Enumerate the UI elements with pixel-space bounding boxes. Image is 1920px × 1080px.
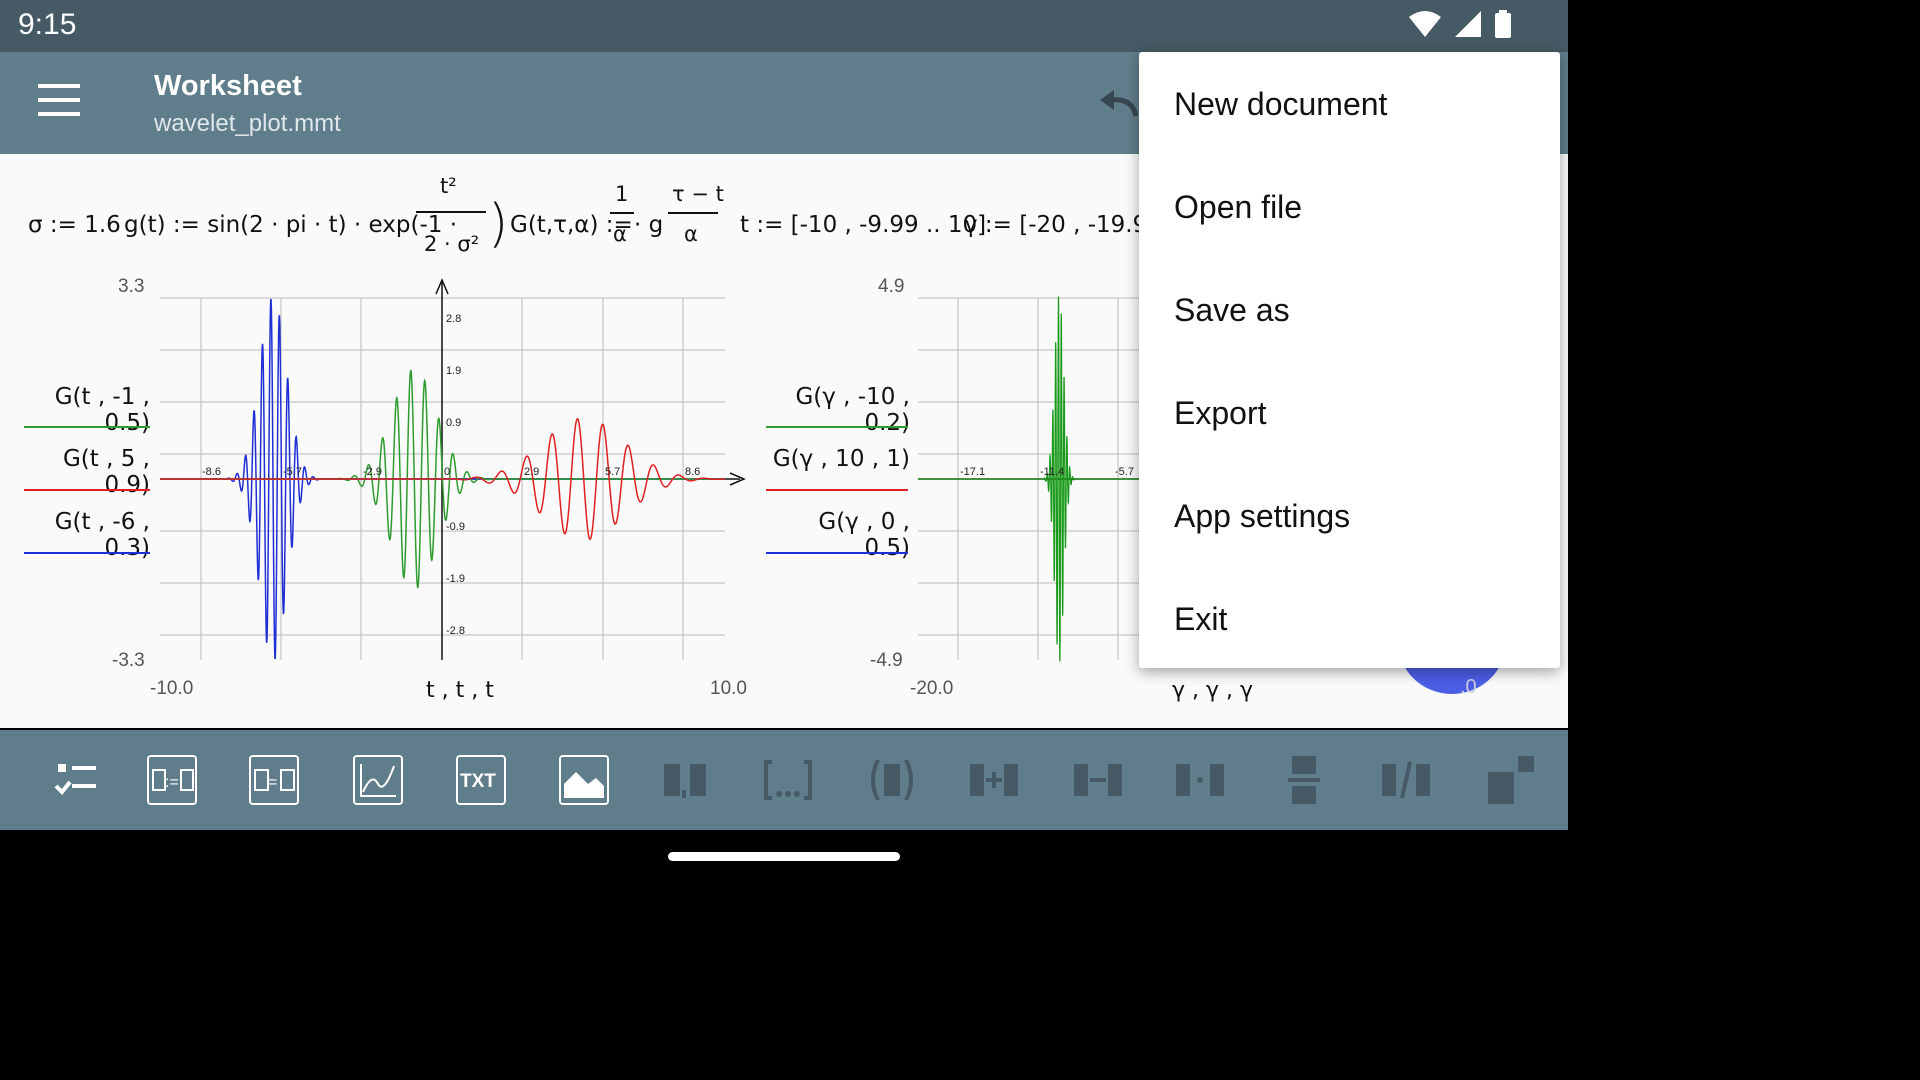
- power-icon[interactable]: [1486, 754, 1538, 806]
- page-title: Worksheet: [154, 70, 302, 102]
- legend-swatch: [766, 489, 908, 491]
- text-icon[interactable]: TXT: [455, 754, 507, 806]
- series-green: [918, 296, 1148, 662]
- legend-item: G(γ , 0 , 0.5): [818, 509, 910, 561]
- plot2-canvas: -17.1 -11.4 -5.7: [918, 296, 1148, 662]
- tick-x: -5.7: [283, 466, 302, 478]
- t-definition[interactable]: t := [-10 , -9.99 .. 10]: [740, 212, 987, 238]
- plot1-xlabel: t , t , t: [426, 678, 494, 703]
- legend-swatch: [24, 426, 150, 428]
- status-icons: [1408, 10, 1512, 38]
- series-red: [160, 417, 726, 541]
- menu-item-open-file[interactable]: Open file: [1174, 189, 1303, 225]
- legend-item: G(t , -1 , 0.5): [54, 384, 150, 436]
- plot2-xlabel: γ , γ , γ: [1172, 678, 1254, 703]
- legend-swatch: [24, 552, 150, 554]
- file-name: wavelet_plot.mmt: [154, 110, 341, 137]
- fraction-bar: [668, 212, 718, 214]
- navigation-bar: [0, 830, 1568, 882]
- tick-y: 1.9: [446, 365, 461, 377]
- tick-x: -5.7: [1115, 466, 1134, 478]
- status-time: 9:15: [18, 8, 77, 41]
- tick-y: 0.9: [446, 417, 461, 429]
- legend-item: G(t , 5 , 0.9): [62, 446, 150, 498]
- plus-icon[interactable]: [968, 754, 1020, 806]
- tick-x: -8.6: [202, 466, 221, 478]
- signal-icon: [1455, 11, 1481, 37]
- tick-x: 5.7: [605, 466, 620, 478]
- G-frac1-den: α: [613, 222, 627, 246]
- plot1-ymax: 3.3: [118, 276, 145, 297]
- g-denominator: 2 · σ²: [424, 232, 480, 256]
- equation-define-icon[interactable]: :=: [146, 754, 198, 806]
- svg-text:TXT: TXT: [460, 771, 496, 792]
- tick-x: 2.9: [524, 466, 539, 478]
- plot2-ymin: -4.9: [870, 650, 903, 671]
- dot-icon[interactable]: [1174, 754, 1226, 806]
- menu-item-export[interactable]: Export: [1174, 395, 1267, 431]
- battery-icon: [1495, 10, 1511, 38]
- sigma-definition[interactable]: σ := 1.6: [28, 212, 121, 238]
- close-paren: ): [488, 194, 509, 254]
- tick-x: -17.1: [960, 466, 985, 478]
- legend-swatch: [24, 489, 150, 491]
- status-bar: 9:15: [0, 0, 1568, 52]
- overflow-menu: New document Open file Save as Export Ap…: [1139, 52, 1560, 668]
- slash-icon[interactable]: [1380, 754, 1432, 806]
- fraction-bar: [416, 211, 486, 213]
- minus-icon[interactable]: [1072, 754, 1124, 806]
- legend-swatch: [766, 426, 908, 428]
- tick-y: -0.9: [446, 521, 465, 533]
- home-gesture-bar[interactable]: [668, 852, 900, 861]
- menu-item-save-as[interactable]: Save as: [1174, 292, 1290, 328]
- menu-item-new-document[interactable]: New document: [1174, 86, 1388, 122]
- menu-item-exit[interactable]: Exit: [1174, 601, 1228, 637]
- legend-item: G(t , -6 , 0.3): [54, 509, 150, 561]
- plot2-ymax: 4.9: [878, 276, 905, 297]
- plot1-xmin: -10.0: [150, 678, 194, 699]
- comma-bracket-icon[interactable]: [660, 754, 712, 806]
- wifi-icon: [1409, 11, 1441, 37]
- legend-item: G(γ , -10 , 0.2): [795, 384, 910, 436]
- tick-x: 8.6: [685, 466, 700, 478]
- G-frac2-den: α: [684, 222, 698, 246]
- tick-x: 0: [444, 466, 450, 478]
- G-frac2-num: τ − t: [672, 182, 724, 206]
- plot1-canvas: -8.6 -5.7 -2.9 0 2.9 5.7 8.6 2.8 1.9 0.9…: [160, 278, 746, 660]
- svg-text:=: =: [268, 774, 277, 791]
- image-icon[interactable]: [558, 754, 610, 806]
- g-definition[interactable]: g(t) := sin(2 · pi · t) · exp(-1 ·: [124, 212, 458, 238]
- ellipsis-bracket-icon[interactable]: [762, 754, 814, 806]
- fraction-icon[interactable]: [1278, 754, 1330, 806]
- G-frac1-num: 1: [615, 182, 629, 206]
- tick-y: -1.9: [446, 573, 465, 585]
- legend-swatch: [766, 552, 908, 554]
- tick-x: -11.4: [1040, 466, 1064, 478]
- equation-icon[interactable]: =: [248, 754, 300, 806]
- bottom-toolbar: := = TXT: [0, 730, 1568, 830]
- G-g-call: · g: [634, 212, 664, 238]
- fraction-bar: [610, 212, 634, 214]
- legend-item: G(γ , 10 , 1): [772, 446, 910, 472]
- plot2-xmax-partial: .0: [1460, 676, 1477, 698]
- tick-y: 2.8: [446, 313, 461, 325]
- undo-icon[interactable]: [1096, 90, 1140, 120]
- hamburger-menu-icon[interactable]: [38, 84, 80, 120]
- plot1-ymin: -3.3: [112, 650, 145, 671]
- tick-y: -2.8: [446, 625, 465, 637]
- svg-text::=: :=: [165, 774, 179, 791]
- g-numerator: t²: [440, 174, 457, 198]
- paren-bracket-icon[interactable]: [866, 754, 918, 806]
- tick-x: -2.9: [363, 466, 382, 478]
- menu-item-app-settings[interactable]: App settings: [1174, 498, 1351, 534]
- plot2-xmin: -20.0: [910, 678, 954, 699]
- checklist-icon[interactable]: [50, 754, 102, 806]
- G-definition[interactable]: G(t,τ,α) :=: [510, 212, 633, 238]
- plot-icon[interactable]: [352, 754, 404, 806]
- plot1-xmax: 10.0: [710, 678, 747, 699]
